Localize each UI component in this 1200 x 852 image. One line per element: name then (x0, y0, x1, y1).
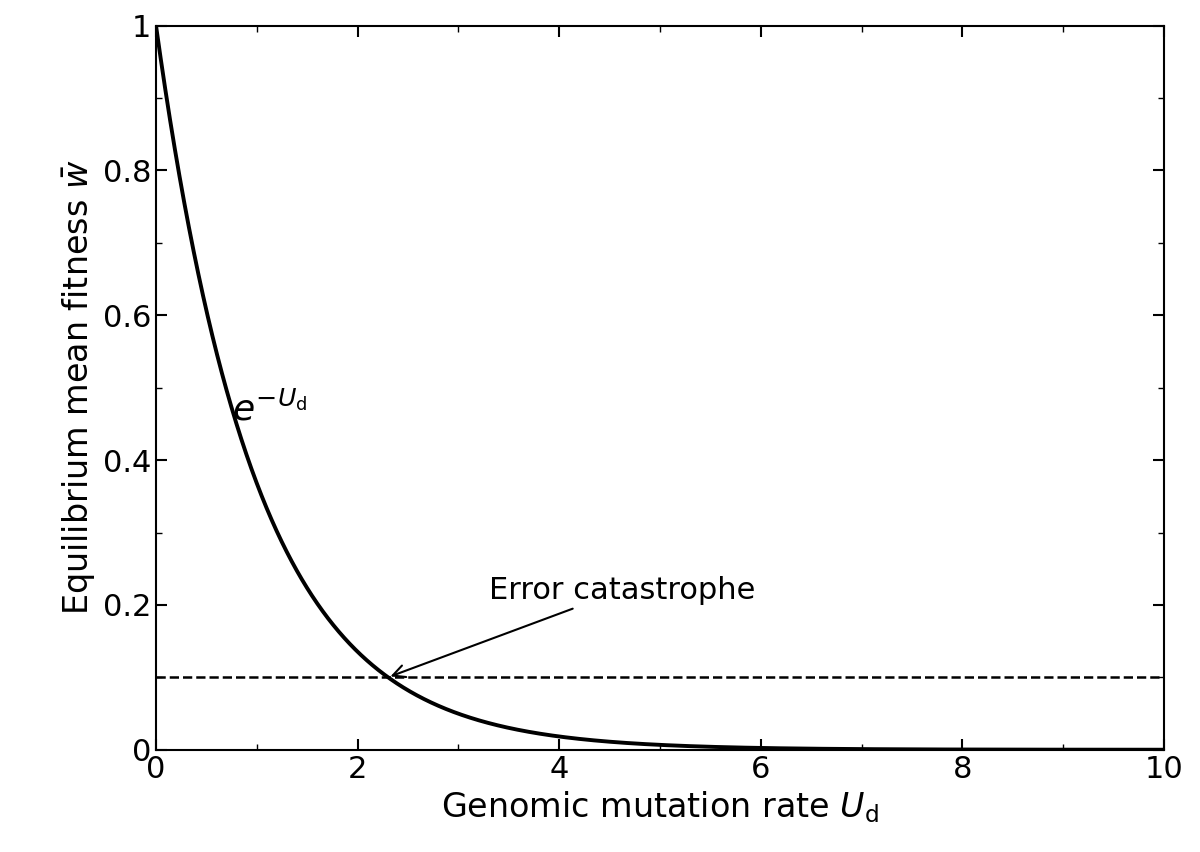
Text: $e^{-\mathit{U}_\mathrm{d}}$: $e^{-\mathit{U}_\mathrm{d}}$ (232, 391, 307, 428)
Text: Error catastrophe: Error catastrophe (392, 576, 755, 677)
Y-axis label: Equilibrium mean fitness $\bar{w}$: Equilibrium mean fitness $\bar{w}$ (60, 160, 97, 615)
X-axis label: Genomic mutation rate $\mathit{U}_\mathrm{d}$: Genomic mutation rate $\mathit{U}_\mathr… (442, 789, 878, 825)
